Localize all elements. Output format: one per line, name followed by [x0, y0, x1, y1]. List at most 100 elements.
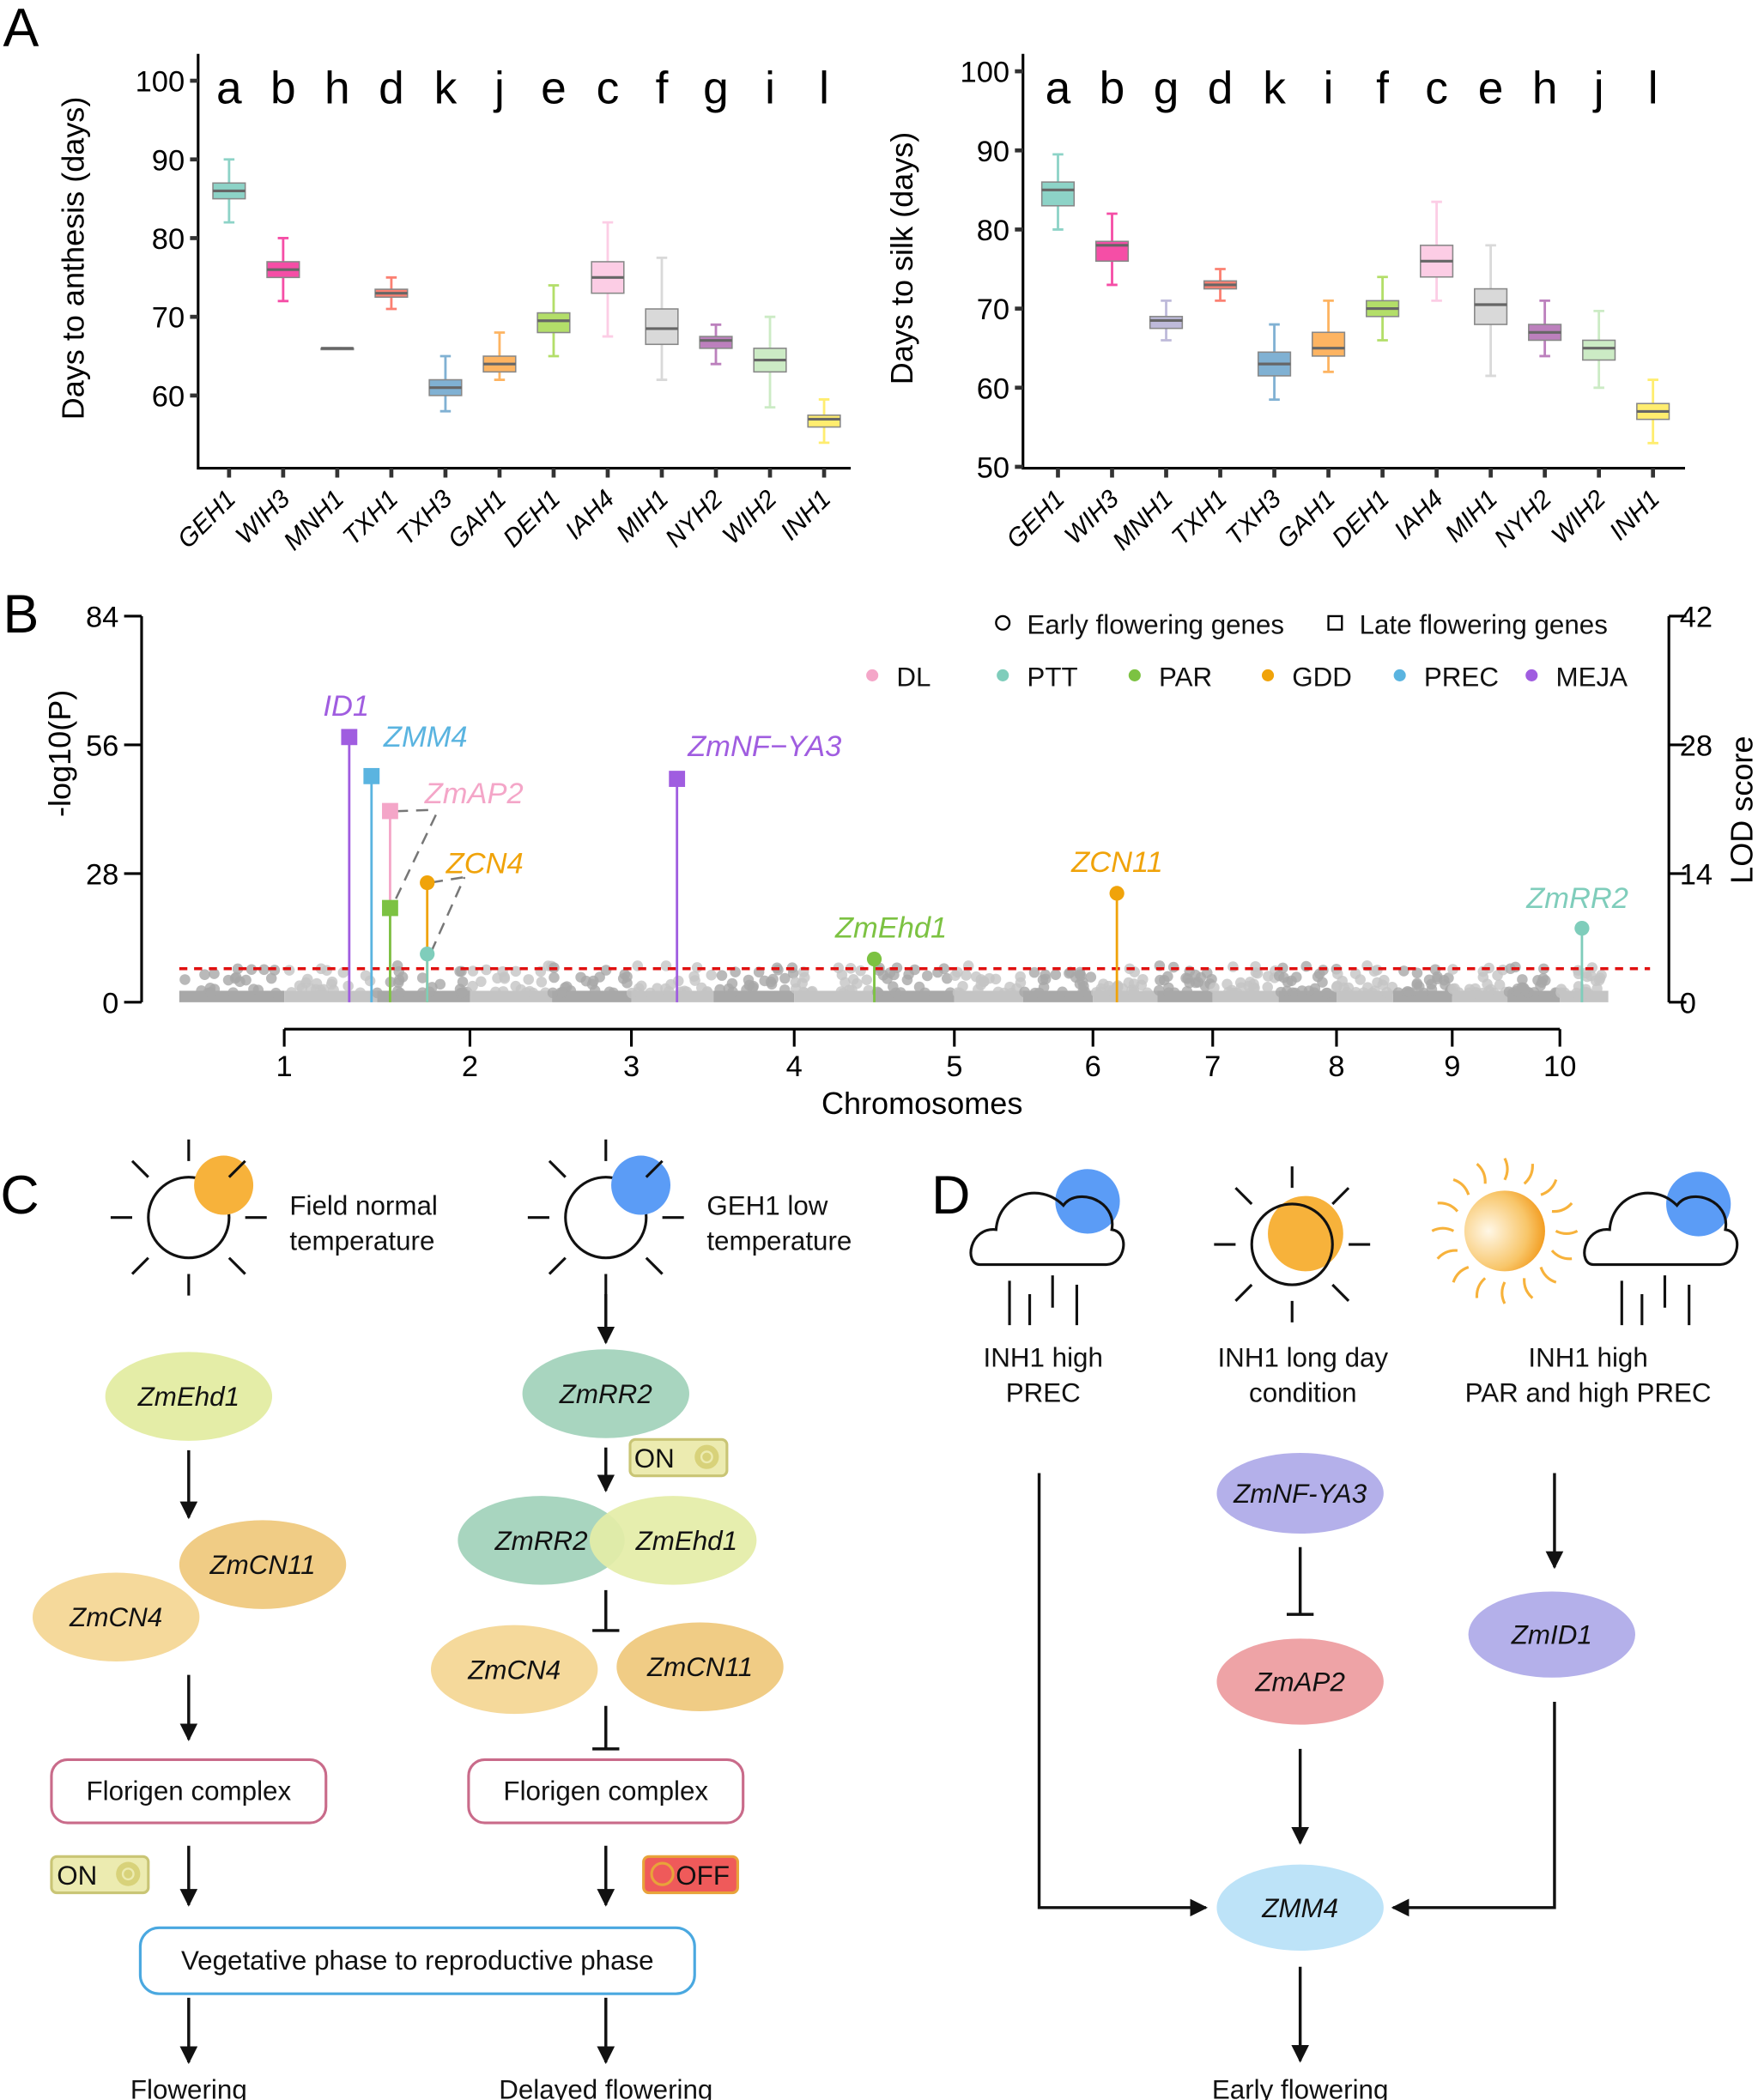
- snp-point: [887, 981, 899, 992]
- snp-point: [1332, 968, 1343, 980]
- snp-point: [691, 962, 703, 973]
- condition-label: PREC: [1006, 1377, 1081, 1407]
- x-axis-label: Chromosomes: [821, 1086, 1022, 1121]
- snp-point: [978, 976, 990, 988]
- snp-point: [743, 974, 755, 986]
- y-tick-right-label: 42: [1680, 601, 1713, 633]
- snp-point: [594, 971, 605, 983]
- box-MNH1: [1149, 299, 1184, 342]
- condition-label: INH1 high: [984, 1343, 1103, 1373]
- snp-point: [481, 964, 492, 976]
- y-axis-label: -log10(P): [42, 690, 77, 817]
- snp-point: [863, 984, 875, 996]
- x-tick-label: INH1: [1604, 485, 1665, 546]
- snp-point: [1181, 986, 1193, 997]
- gene-marker-early: [1109, 886, 1125, 901]
- snp-point: [1590, 975, 1602, 987]
- snp-band: [470, 990, 553, 1002]
- arrow: [1391, 1701, 1556, 1917]
- node-label: ZmAP2: [1254, 1667, 1344, 1697]
- box-DEH1: [536, 284, 571, 358]
- box-MNH1: [320, 347, 355, 351]
- snp-point: [1209, 982, 1220, 994]
- florigen-box: [50, 1758, 328, 1825]
- box-GEH1: [1040, 153, 1076, 231]
- gene-label: ZMM4: [383, 721, 468, 753]
- y-tick-label: 0: [102, 987, 118, 1020]
- switch-on-icon: ON: [628, 1437, 729, 1478]
- significance-letter: h: [1532, 64, 1558, 114]
- snp-point: [941, 972, 953, 984]
- snp-point: [209, 968, 220, 979]
- snp-point: [549, 971, 560, 983]
- significance-letter: b: [270, 64, 296, 114]
- panel-label-a: A: [3, 0, 39, 57]
- snp-point: [424, 986, 435, 998]
- box-GEH1: [212, 158, 246, 224]
- box-IAH4: [591, 221, 625, 338]
- significance-letter: h: [324, 64, 350, 114]
- snp-point: [580, 975, 592, 987]
- significance-letter: e: [1478, 64, 1504, 114]
- early-legend-icon: [995, 614, 1011, 631]
- node-label: ZmCN4: [467, 1655, 561, 1685]
- sun-icon-low-temp: [527, 1139, 684, 1296]
- snp-point: [1517, 974, 1528, 985]
- snp-point: [476, 976, 487, 988]
- snp-point: [1308, 987, 1320, 998]
- gene-label: ZCN11: [1070, 846, 1163, 879]
- snp-point: [355, 987, 367, 999]
- rain-cloud-icon: [969, 1169, 1125, 1326]
- x-tick-label: GEH1: [1001, 485, 1070, 554]
- snp-point: [416, 972, 428, 983]
- snp-point: [938, 963, 950, 974]
- gene-marker-early: [420, 874, 435, 891]
- snp-point: [1077, 977, 1088, 988]
- rain-cloud-icon: [1583, 1171, 1739, 1326]
- x-tick-label: 5: [946, 1050, 962, 1083]
- snp-band: [284, 990, 378, 1002]
- y-tick-label: 60: [152, 380, 185, 413]
- x-tick-label: 3: [623, 1050, 640, 1083]
- snp-point: [952, 987, 964, 998]
- box-WIH2: [753, 315, 787, 409]
- box-GAH1: [1311, 299, 1346, 373]
- svg-text:ON: ON: [634, 1443, 675, 1474]
- snp-point: [1331, 981, 1343, 993]
- y-tick-label: 80: [152, 223, 185, 256]
- snp-point: [621, 977, 633, 989]
- node-zmrr2: [522, 1349, 689, 1438]
- snp-point: [1379, 974, 1390, 986]
- significance-letter: d: [1208, 64, 1234, 114]
- x-tick-label: GAH1: [1271, 485, 1341, 554]
- x-tick-label: TXH3: [391, 484, 458, 550]
- snp-point: [1432, 971, 1443, 983]
- box-TXH3: [428, 354, 463, 413]
- snp-point: [679, 985, 690, 997]
- box-INH1: [807, 398, 841, 445]
- box: [1474, 287, 1508, 325]
- snp-point: [894, 987, 906, 998]
- snp-point: [1494, 979, 1506, 990]
- sun-icon-normal: [110, 1139, 267, 1296]
- snp-point: [510, 980, 522, 992]
- legend-label: GDD: [1292, 662, 1352, 692]
- x-tick-label: WIH2: [717, 484, 782, 549]
- panel-label-d: D: [931, 1165, 970, 1226]
- snp-point: [1117, 983, 1128, 995]
- snp-point: [265, 972, 277, 984]
- gene-label: ZmRR2: [1525, 882, 1628, 915]
- box-WIH2: [1582, 309, 1616, 390]
- snp-point: [1106, 985, 1118, 996]
- snp-band: [875, 990, 955, 1002]
- snp-point: [1392, 987, 1404, 998]
- snp-point: [1154, 984, 1165, 996]
- x-tick-label: GEH1: [173, 485, 242, 554]
- significance-letter: g: [1154, 64, 1179, 114]
- significance-letter: j: [1592, 64, 1604, 114]
- snp-point: [1250, 960, 1261, 972]
- snp-point: [232, 963, 244, 975]
- snp-point: [246, 964, 258, 976]
- boxplot-silk: 50 60 70 80 90 100 Days to silk (days) GEH1 a WIH…: [884, 53, 1685, 556]
- snp-point: [1449, 983, 1460, 995]
